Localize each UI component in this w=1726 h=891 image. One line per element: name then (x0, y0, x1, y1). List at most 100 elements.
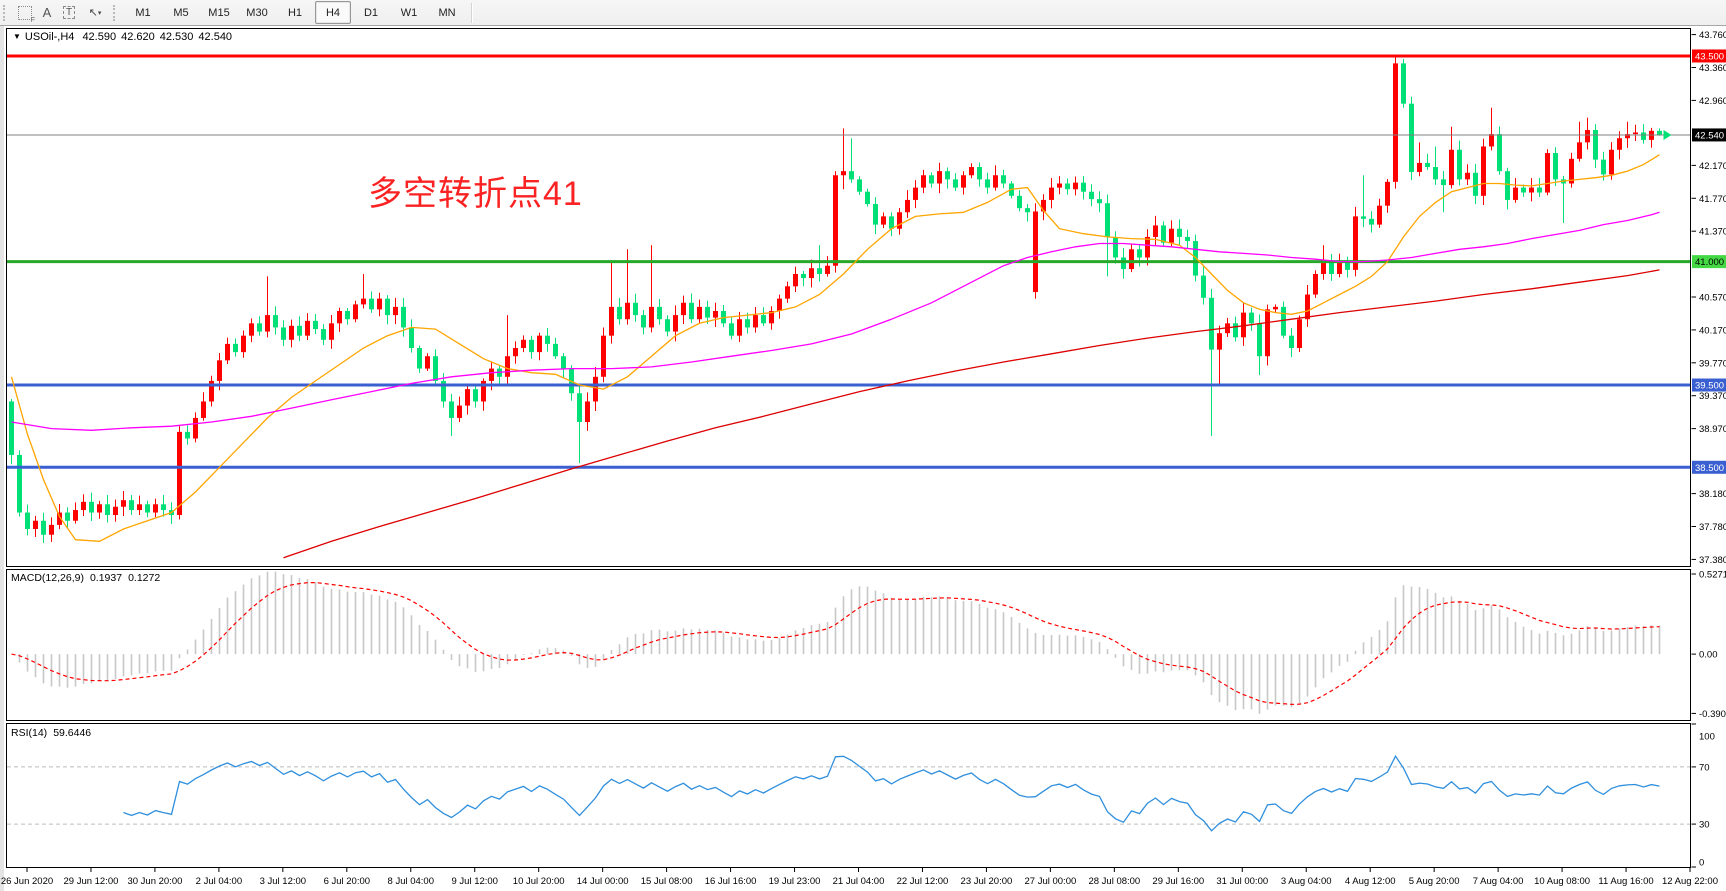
timeframe-button-h1[interactable]: H1 (287, 6, 303, 19)
symbol-header: ▼ USOil-,H4 42.590 42.620 42.530 42.540 (13, 31, 237, 43)
price-tick-label: 38.970 (1699, 424, 1726, 435)
toolbar-drag-handle-2[interactable] (113, 4, 120, 21)
text-box-tool-icon[interactable]: T (58, 2, 80, 23)
support-line-1-badge (1692, 378, 1726, 392)
rsi-axis-label: 70 (1699, 762, 1710, 773)
date-tick-label: 4 Aug 12:00 (1345, 876, 1396, 887)
symbol-name: USOil-,H4 (24, 31, 75, 43)
price-tick-label: 38.180 (1699, 489, 1726, 500)
macd-indicator-label: MACD(12,26,9) 0.1937 0.1272 (11, 572, 166, 584)
rsi-line (123, 754, 1660, 832)
date-axis: 26 Jun 2020 29 Jun 12:00 30 Jun 20:00 2 Jul… (1, 867, 1718, 887)
arrow-glyph: ↖ (88, 7, 98, 19)
date-tick-label: 11 Aug 16:00 (1598, 876, 1653, 887)
toolbar-separator (471, 2, 473, 23)
date-tick-label: 8 Jul 04:00 (388, 876, 434, 887)
price-tick-label: 41.770 (1699, 194, 1726, 205)
date-tick-label: 9 Jul 12:00 (451, 876, 497, 887)
price-tick-label: 40.170 (1699, 325, 1726, 336)
timeframe-button-m15[interactable]: M15 (208, 6, 230, 19)
macd-signal-line (11, 581, 1660, 706)
date-tick-label: 5 Aug 20:00 (1409, 876, 1460, 887)
date-tick-label: 3 Jul 12:00 (260, 876, 306, 887)
support-line-1-badge-label: 39.500 (1695, 381, 1724, 392)
toolbar-drag-handle[interactable] (3, 4, 10, 21)
ohlc-open: 42.590 (82, 31, 117, 43)
date-tick-label: 29 Jul 16:00 (1152, 876, 1204, 887)
date-tick-label: 2 Jul 04:00 (196, 876, 242, 887)
dotted-grid-icon[interactable]: F (14, 2, 36, 24)
price-axis: 43.760 43.360 42.960 42.170 41.770 41.370 40.5… (1691, 30, 1726, 566)
timeframe-button-group: M1 M5 M15 M30 H1 H4 D1 W1 MN (124, 1, 466, 24)
price-tick-label: 39.370 (1699, 391, 1726, 402)
horizontal-level-lines[interactable] (7, 54, 1690, 469)
date-tick-label: 19 Jul 23:00 (769, 876, 821, 887)
moving-averages-layer (10, 154, 1660, 559)
date-tick-label: 16 Jul 16:00 (705, 876, 757, 887)
price-tick-label: 37.780 (1699, 522, 1726, 533)
price-tick-label: 42.960 (1699, 96, 1726, 107)
date-tick-label: 31 Jul 00:00 (1216, 876, 1268, 887)
date-tick-label: 14 Jul 00:00 (577, 876, 629, 887)
price-tick-label: 41.370 (1699, 227, 1726, 238)
window-left-edge (0, 26, 4, 891)
chevron-down-icon: ▾ (97, 9, 102, 17)
rsi-axis: 100 70 30 0 (1691, 723, 1715, 869)
macd-axis-label: 0.5271 (1699, 570, 1726, 581)
timeframe-button-m5[interactable]: M5 (173, 6, 189, 19)
timeframe-button-m30[interactable]: M30 (246, 6, 268, 19)
date-tick-label: 7 Aug 04:00 (1473, 876, 1524, 887)
chart-annotation-text[interactable]: 多空转折点41 (368, 175, 583, 213)
date-tick-label: 10 Aug 08:00 (1534, 876, 1590, 887)
ohlc-low: 42.530 (159, 31, 194, 43)
text-label-glyph: A (42, 5, 52, 20)
timeframe-button-d1[interactable]: D1 (363, 6, 379, 19)
date-tick-label: 3 Aug 04:00 (1281, 876, 1332, 887)
timeframe-button-h4[interactable]: H4 (315, 1, 351, 24)
toolbar: F A T ↖ ▾ M1 M5 M15 M30 H1 H4 D1 W1 MN (0, 0, 1726, 26)
price-tick-label: 39.770 (1699, 358, 1726, 369)
ohlc-close: 42.540 (198, 31, 233, 43)
resistance-line-badge (1692, 49, 1726, 63)
collapse-triangle-icon[interactable]: ▼ (13, 32, 21, 41)
text-box-glyph: T (62, 6, 76, 19)
panel-borders (6, 28, 1691, 868)
fast-ma-line (10, 154, 1660, 542)
rsi-level-lines (7, 766, 1690, 825)
rsi-axis-label: 100 (1699, 732, 1715, 743)
slow-ma-line (283, 269, 1660, 559)
date-tick-label: 12 Aug 22:00 (1662, 876, 1718, 887)
chart-canvas[interactable]: 43.760 43.360 42.960 42.170 41.770 41.370 40.5… (0, 26, 1726, 891)
date-tick-label: 27 Jul 00:00 (1025, 876, 1077, 887)
mid-ma-line (11, 211, 1660, 431)
rsi-axis-label: 30 (1699, 820, 1710, 831)
timeframe-button-m1[interactable]: M1 (135, 6, 151, 19)
rsi-name: RSI(14) (11, 727, 48, 739)
rsi-axis-label: 0 (1699, 858, 1704, 869)
candles-layer[interactable] (9, 55, 1662, 543)
date-tick-label: 6 Jul 20:00 (324, 876, 370, 887)
date-tick-label: 29 Jun 12:00 (63, 876, 118, 887)
price-tick-label: 43.360 (1699, 63, 1726, 74)
timeframe-button-mn[interactable]: MN (438, 6, 456, 19)
pivot-line-badge-label: 41.000 (1695, 257, 1724, 268)
pivot-line-badge (1692, 255, 1726, 269)
ohlc-high: 42.620 (121, 31, 155, 43)
price-tick-label: 43.760 (1699, 30, 1726, 41)
date-tick-label: 15 Jul 08:00 (641, 876, 693, 887)
support-line-2-badge-label: 38.500 (1695, 463, 1724, 474)
rsi-value: 59.6446 (53, 727, 92, 739)
last-price-line-badge-label: 42.540 (1695, 130, 1724, 141)
price-tick-label: 37.380 (1699, 555, 1726, 566)
macd-main-value: 0.1937 (89, 572, 123, 584)
timeframe-button-w1[interactable]: W1 (400, 6, 418, 19)
text-label-tool-icon[interactable]: A (36, 2, 58, 23)
shapes-tool-icon[interactable]: ↖ ▾ (80, 2, 110, 23)
date-tick-label: 22 Jul 12:00 (897, 876, 949, 887)
support-line-2-badge (1692, 460, 1726, 474)
rsi-indicator-label: RSI(14) 59.6446 (11, 727, 97, 739)
price-tick-label: 42.170 (1699, 161, 1726, 172)
last-price-arrow[interactable] (1663, 129, 1672, 140)
